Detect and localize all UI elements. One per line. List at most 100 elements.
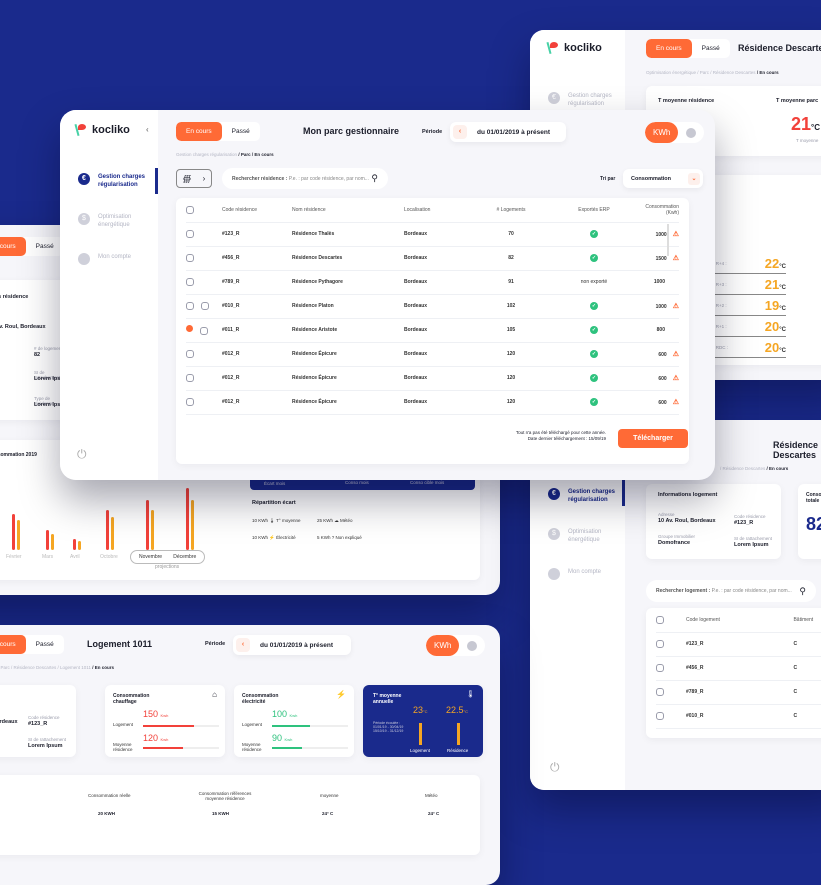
nav-compte[interactable]: Mon compte — [78, 253, 152, 265]
power-icon[interactable]: ⏻ — [550, 760, 560, 774]
floor-list: T.M. R+4 :22°C T.M. R+3 :21°C T.M. R+2 :… — [706, 253, 786, 358]
logement-table: Code logement Bâtiment #123_R C #456_R C #7… — [646, 608, 821, 738]
tab-passe[interactable]: Passé — [701, 45, 720, 52]
warning-icon: ⚠ — [672, 255, 679, 262]
info-residence-card: Infos résidence 10 Av. Roul, Bordeaux # … — [0, 280, 70, 420]
conso-totale-card: Consommation totale 82 — [798, 484, 821, 559]
chevron-left-icon[interactable]: ‹ — [236, 638, 250, 652]
projection-months[interactable]: Novembre Décembre — [130, 550, 206, 564]
unit-toggle[interactable]: KWh — [645, 122, 705, 143]
conso-electricite-card: Consommation électricité ⚡ Logement 100 … — [234, 685, 354, 757]
page-title: Mon parc gestionnaire — [303, 126, 400, 136]
kocliko-flag-icon — [548, 42, 558, 54]
residence-search-input[interactable]: Rechercher résidence : P.e. : par code r… — [222, 168, 388, 189]
euro-icon[interactable] — [467, 640, 478, 651]
t-moyenne-card: T° moyenne annuelle 🌡 Période écoulée : … — [363, 685, 483, 757]
exported-check-icon: ✓ — [590, 398, 598, 406]
breadcrumb: ...isation / Parc / Résidence Descartes … — [0, 665, 115, 670]
floor-row: T.M. R+3 :21°C — [706, 274, 786, 295]
chevron-left-icon[interactable]: ‹ — [453, 125, 467, 139]
floor-row: T.M. R+1 :20°C — [706, 316, 786, 337]
breadcrumb: / Résidence Descartes / En cours — [720, 466, 789, 471]
select-all-checkbox[interactable] — [656, 615, 664, 624]
page-title: Résidence Descartes — [773, 440, 819, 460]
search-icon[interactable]: ⚲ — [371, 173, 378, 183]
table-row[interactable]: #010_R Résidence Platon Bordeaux 102 ✓ 1000 ⚠ — [186, 294, 679, 319]
sliders-icon: ∰ — [182, 174, 192, 183]
infos-logement-card: Infos logement 10 Av. Roul, Bordeaux Cod… — [0, 685, 76, 757]
chevron-down-icon: ⌄ — [688, 172, 700, 185]
euro-icon: € — [548, 92, 560, 104]
unit-toggle[interactable]: KWh — [426, 635, 486, 656]
floor-row: T.M. RDC :20°C — [706, 337, 786, 358]
conso-chauffage-card: Consommation chauffage ⌂ Logement 150 Kw… — [105, 685, 225, 757]
nav-gestion[interactable]: € Gestion charges régularisation — [78, 173, 152, 189]
page-title: Résidence Descartes — [738, 43, 821, 53]
exported-check-icon: ✓ — [590, 326, 598, 334]
warning-icon: ⚠ — [672, 351, 679, 358]
table-row[interactable]: #789_R Résidence Pythagore Bordeaux 91 non e… — [186, 270, 679, 295]
exported-check-icon: ✓ — [590, 302, 598, 310]
nav-gestion[interactable]: € Gestion charges régularisation — [548, 92, 618, 108]
table-row[interactable]: #456_R C — [656, 656, 821, 681]
period-selector[interactable]: ‹ du 01/01/2019 à présent — [450, 122, 566, 142]
warning-icon: ⚠ — [672, 399, 679, 406]
tab-en-cours[interactable]: En cours — [176, 122, 222, 141]
residences-table: Code résidence Nom résidence Localisation … — [176, 198, 689, 464]
table-row[interactable]: #456_R Résidence Descartes Bordeaux 82 ✓ 1500… — [186, 246, 679, 271]
t-parc-value: 21°C — [791, 114, 821, 134]
table-row[interactable]: #789_R C — [656, 680, 821, 705]
house-icon: ⌂ — [212, 690, 217, 699]
euro-icon[interactable] — [686, 127, 697, 138]
table-scrollbar[interactable] — [667, 224, 669, 256]
nav-optimisation[interactable]: $ Optimisation énergétique — [78, 213, 152, 229]
exported-check-icon: ✓ — [590, 350, 598, 358]
table-row[interactable]: #010_R C — [656, 704, 821, 729]
search-icon[interactable]: ⚲ — [799, 585, 806, 596]
breadcrumb: Optimisation énergétique / Parc / Réside… — [646, 70, 779, 75]
energy-icon: $ — [78, 213, 90, 225]
period-selector[interactable]: ‹ du 01/01/2019 à présent — [233, 635, 351, 655]
brand-logo: kocliko — [548, 42, 602, 54]
collapse-sidebar-button[interactable]: ‹ — [146, 125, 149, 134]
table-row[interactable]: #011_R Résidence Aristote Bordeaux 105 ✓ 800 — [186, 318, 679, 343]
exported-check-icon: ✓ — [590, 230, 598, 238]
table-row[interactable]: #123_R Résidence Thalès Bordeaux 70 ✓ 1000 ⚠ — [186, 222, 679, 247]
tab-passe[interactable]: Passé — [35, 243, 54, 250]
nav-gestion[interactable]: € Gestion charges régularisation — [548, 488, 618, 504]
warning-icon: ⚠ — [672, 375, 679, 382]
kwh-option[interactable]: KWh — [645, 122, 679, 143]
tab-passe[interactable]: Passé — [231, 128, 250, 135]
chevron-right-icon: › — [202, 174, 206, 183]
power-icon[interactable]: ⏻ — [77, 447, 87, 461]
plug-icon: ⚡ — [336, 690, 346, 699]
tab-en-cours[interactable]: En cours — [646, 39, 692, 58]
kocliko-flag-icon — [76, 124, 86, 136]
period-tabs: En cours Passé — [0, 635, 64, 654]
breadcrumb: Gestion charges régularisation / Parc / … — [176, 152, 274, 157]
table-row[interactable]: #123_R C — [656, 632, 821, 657]
brand-logo: kocliko — [76, 124, 130, 136]
table-row[interactable]: #012_R Résidence Épicure Bordeaux 120 ✓ 600 ⚠ — [186, 366, 679, 391]
user-icon — [78, 253, 90, 265]
tab-en-cours[interactable]: En cours — [0, 635, 26, 654]
euro-icon: € — [548, 488, 560, 500]
select-all-checkbox[interactable] — [186, 205, 194, 214]
filter-button[interactable]: ∰ › — [176, 169, 212, 188]
floor-row: T.M. R+4 :22°C — [706, 253, 786, 274]
tab-passe[interactable]: Passé — [35, 641, 54, 648]
download-button[interactable]: Télécharger — [618, 429, 688, 448]
table-row[interactable]: #012_R Résidence Épicure Bordeaux 120 ✓ 600 ⚠ — [186, 390, 679, 415]
logement-search-input[interactable]: Rechercher logement : P.e. : par code ré… — [646, 580, 816, 602]
nav-optimisation[interactable]: $ Optimisation énergétique — [548, 528, 618, 544]
table-row[interactable]: #012_R Résidence Épicure Bordeaux 120 ✓ 600 ⚠ — [186, 342, 679, 367]
tab-en-cours[interactable]: En cours — [0, 237, 26, 256]
euro-icon: € — [78, 173, 90, 185]
energy-icon: $ — [548, 528, 560, 540]
download-note: Tout n'a pas été téléchargé pour cette a… — [515, 430, 606, 441]
alert-dot-icon[interactable] — [186, 325, 193, 333]
exported-check-icon: ✓ — [590, 254, 598, 262]
sort-select[interactable]: Consommation ⌄ — [623, 169, 703, 188]
nav-compte[interactable]: Mon compte — [548, 568, 618, 580]
